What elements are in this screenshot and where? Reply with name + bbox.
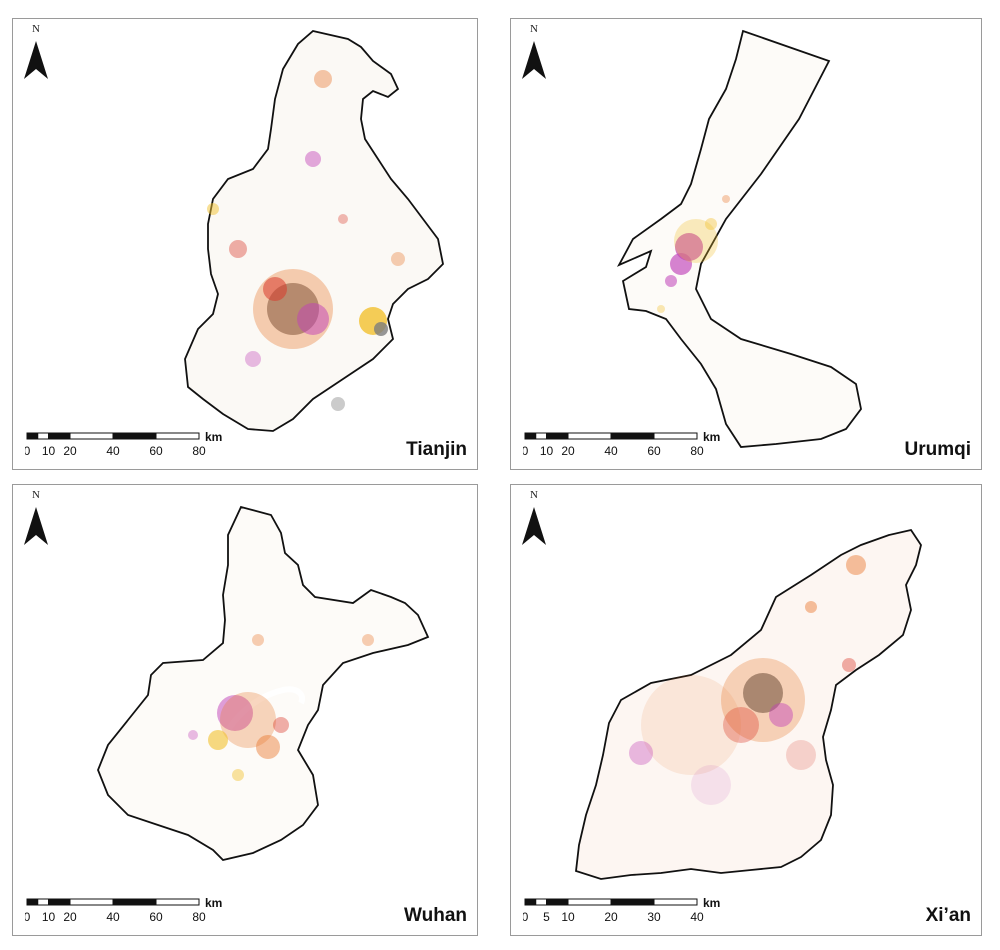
- scale-bar-segment: [524, 432, 537, 440]
- scale-tick-label: 30: [647, 910, 661, 924]
- scale-tick-label: 80: [690, 444, 704, 458]
- scale-tick-label: 0: [25, 910, 31, 924]
- urban-density-xian: [629, 555, 866, 805]
- scale-bar-segment: [653, 432, 698, 440]
- north-arrow-icon: [24, 507, 48, 545]
- scale-bar-segment: [69, 898, 114, 906]
- city-boundary-urumqi: [616, 29, 862, 448]
- city-name-xian: Xi’an: [925, 905, 971, 926]
- scale-tick-label: 20: [561, 444, 575, 458]
- scale-tick-label: 80: [192, 444, 206, 458]
- scale-bar-segment: [610, 432, 655, 440]
- scale-tick-label: 20: [63, 910, 77, 924]
- north-arrow-icon: [522, 41, 546, 79]
- scale-tick-label: 40: [604, 444, 618, 458]
- urban-density-urumqi: [657, 195, 730, 313]
- scale-unit-label: km: [205, 430, 222, 444]
- scale-tick-label: 0: [523, 444, 529, 458]
- north-label: N: [530, 489, 538, 501]
- north-arrow-wuhan: N: [21, 489, 51, 549]
- scale-tick-label: 5: [543, 910, 550, 924]
- north-arrow-urumqi: N: [519, 23, 549, 83]
- scale-bar-segment: [155, 898, 200, 906]
- city-name-wuhan: Wuhan: [404, 905, 467, 926]
- scale-bar-segment: [567, 432, 612, 440]
- city-name-urumqi: Urumqi: [904, 439, 972, 460]
- scale-bar-segment: [546, 898, 569, 906]
- scale-bar-segment: [69, 432, 114, 440]
- scale-bar-segment: [653, 898, 698, 906]
- city-boundary-tianjin: [184, 30, 444, 432]
- north-label: N: [530, 23, 538, 35]
- scale-tick-label: 60: [149, 910, 163, 924]
- scale-tick-label: 10: [42, 444, 56, 458]
- scale-bar-segment: [155, 432, 200, 440]
- scale-tick-label: 40: [690, 910, 704, 924]
- scale-bar-segment: [610, 898, 655, 906]
- scale-tick-label: 0: [523, 910, 529, 924]
- map-urumqi: [616, 29, 862, 448]
- north-arrow-xian: N: [519, 489, 549, 549]
- scale-tick-label: 0: [25, 444, 31, 458]
- scale-bar-segment: [37, 432, 49, 440]
- map-tianjin: [184, 30, 444, 432]
- north-label: N: [32, 489, 40, 501]
- scale-tick-label: 60: [647, 444, 661, 458]
- scale-bar-segment: [48, 898, 71, 906]
- scale-bar-segment: [546, 432, 569, 440]
- scale-bar-segment: [112, 432, 157, 440]
- scale-tick-label: 20: [604, 910, 618, 924]
- scale-tick-label: 60: [149, 444, 163, 458]
- scale-tick-label: 10: [540, 444, 554, 458]
- urban-density-wuhan: [188, 634, 374, 781]
- map-xian: [575, 528, 922, 880]
- north-arrow-tianjin: N: [21, 23, 51, 83]
- scale-bar-segment: [535, 432, 547, 440]
- scale-tick-label: 40: [106, 444, 120, 458]
- scale-tick-label: 10: [561, 910, 575, 924]
- scale-bar-segment: [26, 432, 39, 440]
- city-boundary-wuhan: [97, 505, 430, 861]
- scale-bar-segment: [112, 898, 157, 906]
- scale-unit-label: km: [703, 896, 720, 910]
- scale-bar-segment: [567, 898, 612, 906]
- north-arrow-icon: [24, 41, 48, 79]
- scale-tick-label: 20: [63, 444, 77, 458]
- map-wuhan: [97, 505, 430, 861]
- city-name-tianjin: Tianjin: [406, 439, 467, 460]
- north-label: N: [32, 23, 40, 35]
- scale-bar-segment: [48, 432, 71, 440]
- scale-tick-label: 40: [106, 910, 120, 924]
- scale-tick-label: 10: [42, 910, 56, 924]
- scale-unit-label: km: [205, 896, 222, 910]
- scale-bar-segment: [524, 898, 537, 906]
- scale-bar-segment: [535, 898, 547, 906]
- scale-unit-label: km: [703, 430, 720, 444]
- scale-bar-segment: [37, 898, 49, 906]
- scale-bar-segment: [26, 898, 39, 906]
- north-arrow-icon: [522, 507, 546, 545]
- urban-density-tianjin: [207, 70, 405, 411]
- scale-tick-label: 80: [192, 910, 206, 924]
